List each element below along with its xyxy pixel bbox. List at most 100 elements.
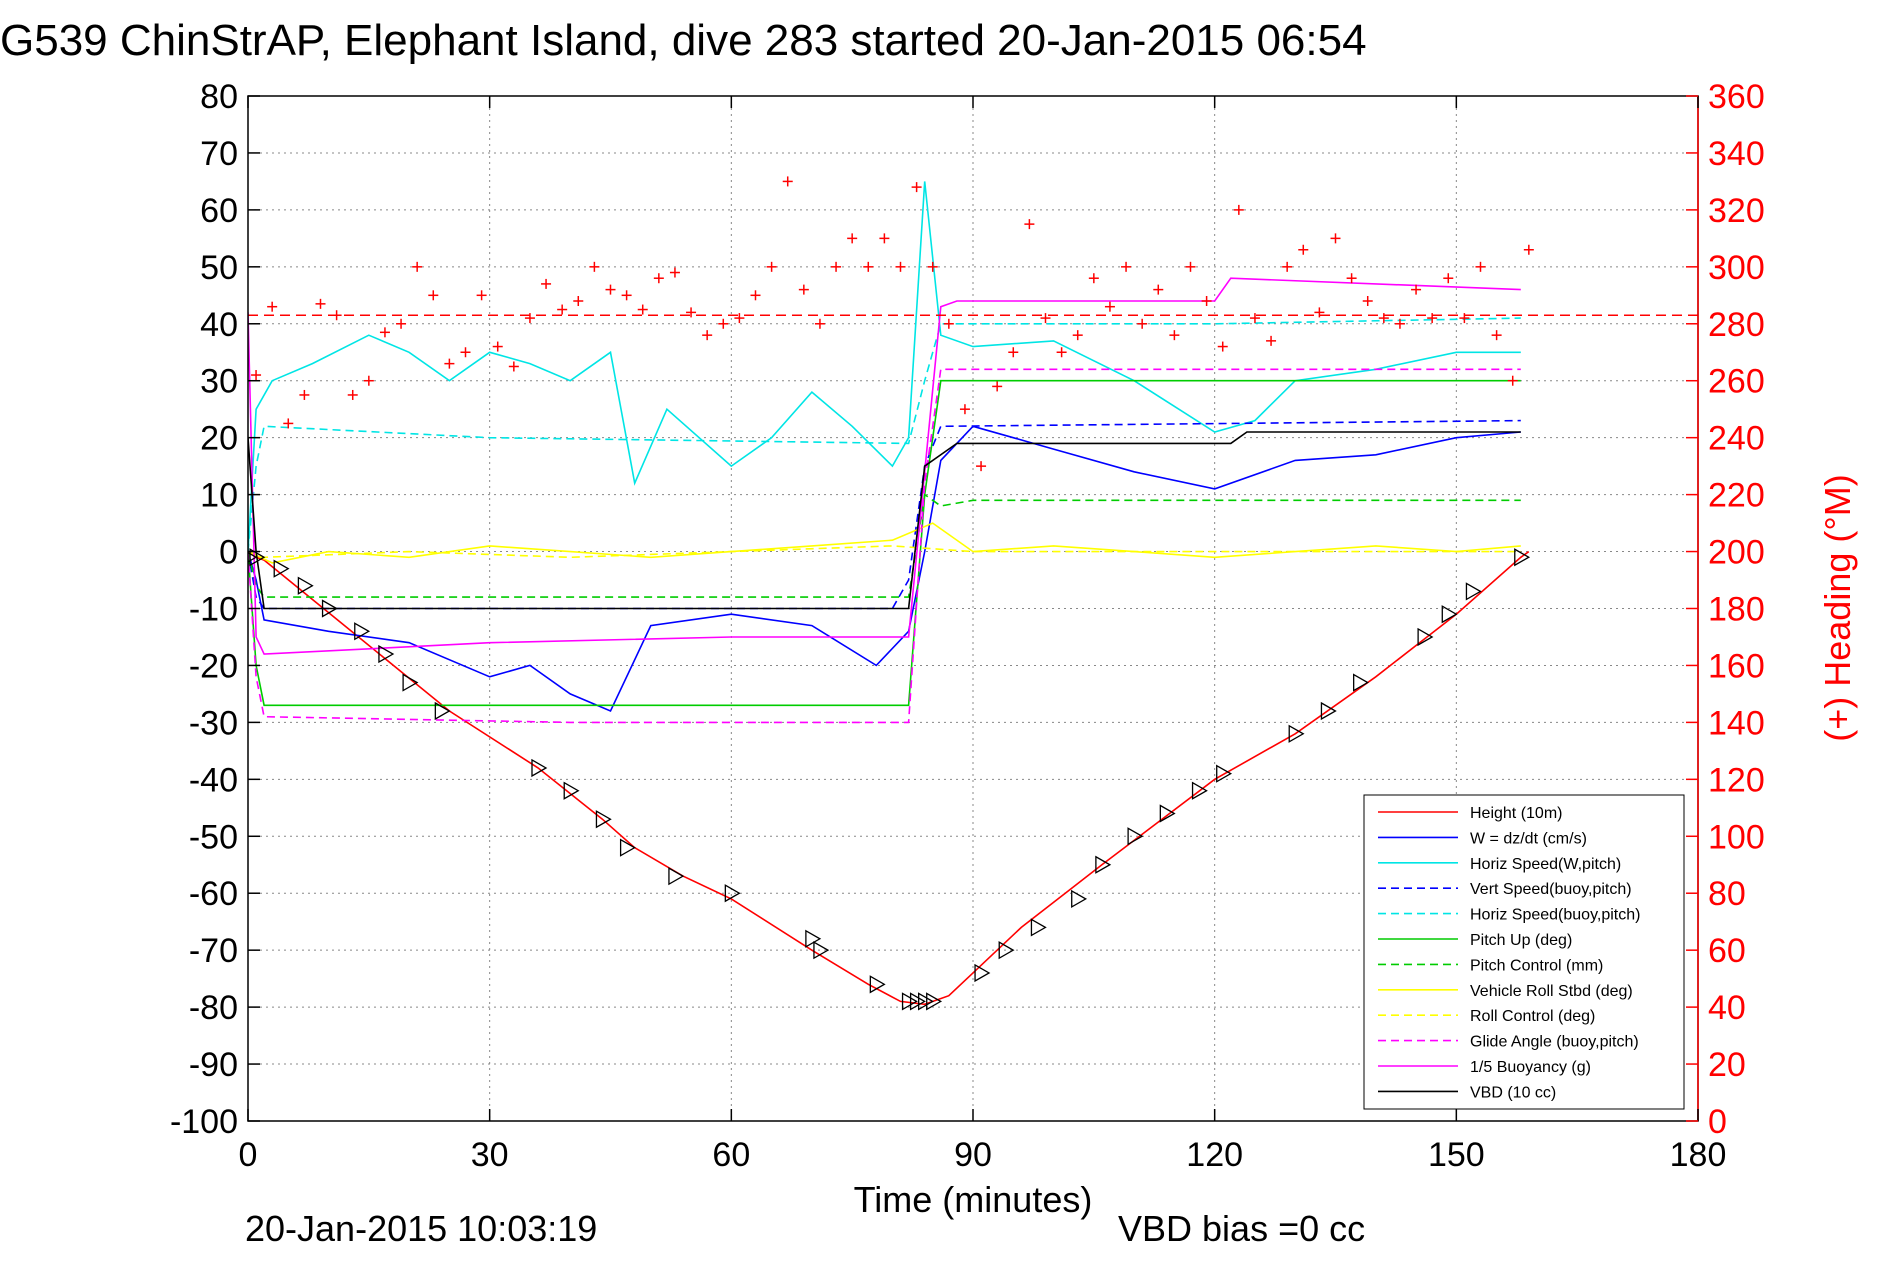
heading-point [1008,347,1019,358]
heading-point [1475,261,1486,272]
y-tick-label: 80 [200,78,238,116]
series-line [248,181,1521,552]
heading-point [1153,284,1164,295]
y-tick-label: -70 [189,932,238,970]
y-tick-label: -40 [189,761,238,799]
heading-point [1394,318,1405,329]
legend-label: Pitch Control (mm) [1470,957,1603,974]
heading-point [1072,330,1083,341]
y-tick-label: -60 [189,875,238,913]
vbd-marker [869,975,886,994]
vbd-marker [909,992,926,1011]
heading-point [444,358,455,369]
heading-point [1314,307,1325,318]
y-tick-label: 10 [200,477,238,515]
vbd-marker [1353,673,1369,692]
vbd-marker [1191,781,1208,800]
heading-point [412,261,423,272]
heading-point [911,182,922,193]
vbd-marker [668,867,685,886]
heading-point [895,261,906,272]
heading-point [1169,330,1180,341]
series-line [248,550,1530,1006]
vbd-marker [354,622,371,641]
heading-point [814,318,825,329]
axis-ticks [247,95,1699,1122]
legend-label: Pitch Up (deg) [1470,932,1572,949]
heading-point [1056,347,1067,358]
y-tick-label: 20 [200,420,238,458]
series-layer [248,181,1530,1006]
heading-point [1024,219,1035,230]
vbd-marker [1095,855,1112,874]
vbd-marker [1071,889,1088,909]
heading-point [1298,244,1309,255]
vbd-marker [434,701,451,721]
heading-point [879,233,890,244]
y2-tick-label: 260 [1708,363,1765,401]
heading-point [1282,261,1293,272]
heading-point [847,233,858,244]
heading-point [428,290,439,301]
legend-label: Roll Control (deg) [1470,1008,1595,1025]
vbd-marker-layer [248,548,1531,1011]
y2-tick-label: 200 [1708,534,1765,572]
heading-point [669,267,680,278]
heading-point [331,310,342,321]
heading-point [1137,318,1148,329]
x-tick-label: 180 [1670,1136,1727,1174]
heading-point [1217,341,1228,352]
legend-label: Glide Angle (buoy,pitch) [1470,1034,1639,1051]
heading-point [702,330,713,341]
y-tick-label: -30 [189,704,238,742]
vbd-marker [1216,764,1233,783]
y-tick-label: -90 [189,1046,238,1084]
series-line [248,368,1521,724]
x-tick-label: 0 [239,1136,258,1174]
y2-tick-label: 60 [1708,932,1746,970]
heading-point [315,298,326,309]
vbd-marker [248,551,258,563]
heading-point [1185,261,1196,272]
y-tick-label: -20 [189,647,238,685]
series-line [248,277,1521,655]
series-line [248,493,1521,598]
y2-tick-label: 180 [1708,591,1765,629]
legend-label: Horiz Speed(buoy,pitch) [1470,907,1640,924]
heading-point [637,304,648,315]
series-line [248,545,1521,559]
legend-label: Height (10m) [1470,805,1562,822]
heading-point [1411,284,1422,295]
legend-label: VBD (10 cc) [1470,1084,1556,1101]
y2-tick-label: 140 [1708,704,1765,742]
y-tick-label: -10 [189,591,238,629]
heading-point [1266,335,1277,346]
heading-point [959,404,970,415]
heading-point [492,341,503,352]
heading-point [798,284,809,295]
heading-point [1121,261,1132,272]
vbd-marker [595,810,612,829]
y2-tick-label: 280 [1708,306,1765,344]
y-tick-label: -100 [170,1103,238,1141]
legend-label: W = dz/dt (cm/s) [1470,830,1587,847]
heading-point [734,313,745,324]
heading-point [1346,273,1357,284]
vbd-marker [1320,701,1337,721]
heading-point [1491,330,1502,341]
series-line [248,431,1521,610]
heading-point [1233,204,1244,215]
y-tick-label: -80 [189,989,238,1027]
y2-tick-label: 220 [1708,477,1765,515]
heading-point [1330,233,1341,244]
legend: Height (10m) W = dz/dt (cm/s) Horiz Speed(… [1363,794,1685,1110]
heading-point [1378,313,1389,324]
vbd-marker [402,673,419,692]
y2-tick-label: 0 [1708,1103,1727,1141]
heading-point [1249,313,1260,324]
heading-layer [248,176,1698,472]
x-axis-label: Time (minutes) [854,1179,1093,1220]
heading-point [460,347,471,358]
legend-label: Vehicle Roll Stbd (deg) [1470,983,1633,1000]
